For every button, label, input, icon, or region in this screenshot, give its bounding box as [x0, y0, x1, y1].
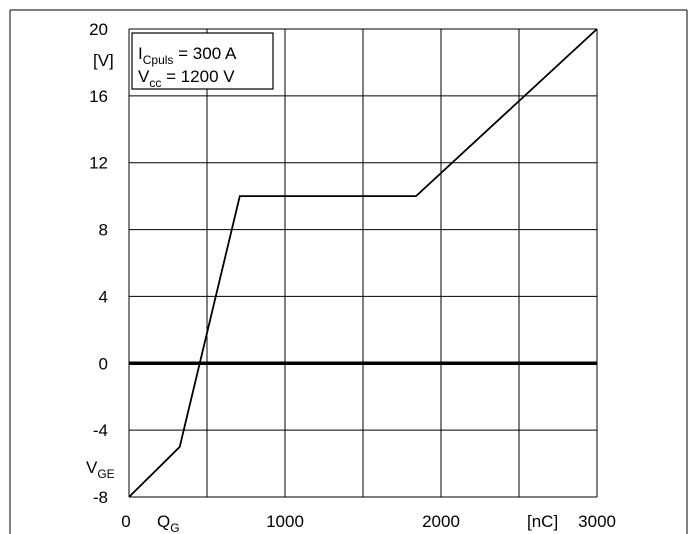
y-tick-label: 4: [99, 287, 108, 306]
series-line: [128, 28, 598, 498]
x-tick-label: 2000: [422, 512, 460, 531]
series-layer: [128, 28, 598, 498]
y-tick-label: 20: [89, 20, 108, 39]
y-tick-labels: 20 16 12 8 4 0 -4 -8: [89, 20, 108, 507]
y-tick-label: -4: [93, 421, 108, 440]
y-tick-label: -8: [93, 488, 108, 507]
y-axis-label: VGE: [86, 458, 115, 481]
y-tick-label: 8: [99, 221, 108, 240]
y-tick-label: 16: [89, 87, 108, 106]
x-axis-label: QG: [157, 512, 180, 534]
condition-supply-voltage: Vcc = 1200 V: [138, 67, 235, 90]
x-unit-label: [nC]: [527, 512, 558, 531]
grid: [128, 28, 598, 498]
conditions-box: ICpuls = 300 A Vcc = 1200 V: [131, 32, 274, 90]
x-tick-labels: 0 1000 2000 3000: [121, 512, 616, 531]
conditions-box-border: [131, 32, 274, 90]
condition-collector-current: ICpuls = 300 A: [138, 44, 237, 67]
y-tick-label: 12: [89, 154, 108, 173]
x-tick-label: 3000: [578, 512, 616, 531]
x-tick-label: 1000: [266, 512, 304, 531]
y-tick-label: 0: [99, 354, 108, 373]
y-unit-label: [V]: [93, 51, 114, 70]
x-tick-label: 0: [121, 512, 130, 531]
